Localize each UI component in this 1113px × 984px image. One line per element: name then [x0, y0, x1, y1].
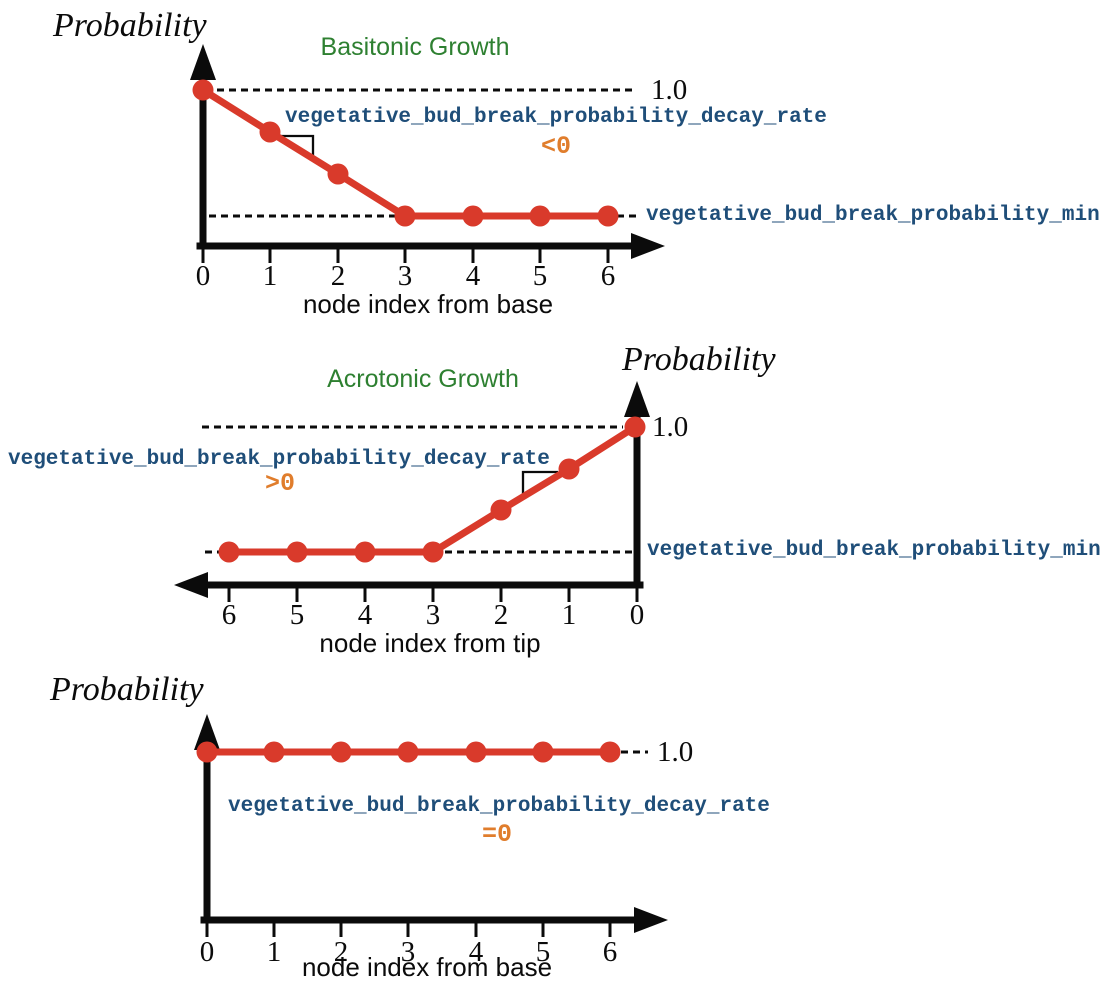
x-axis-caption: node index from tip: [319, 628, 541, 658]
y-axis-arrowhead-icon: [624, 381, 650, 417]
data-points: [196, 741, 621, 763]
tick-label: 0: [199, 936, 215, 968]
tick-label: 5: [289, 599, 305, 631]
x-axis-caption: node index from base: [302, 289, 554, 319]
tick-label: 5: [535, 936, 551, 968]
data-points: [192, 79, 619, 227]
x-axis-caption: node index from base: [301, 952, 553, 982]
x-axis-tick-marks: [227, 585, 639, 602]
tick-label: 0: [629, 599, 645, 631]
min-param-label: vegetative_bud_break_probability_min: [647, 539, 1101, 562]
x-axis-tick-marks: [201, 246, 610, 263]
tick-label: 2: [333, 936, 349, 968]
chart-basitonic-graphics: [190, 44, 665, 263]
y-axis-arrowhead-icon: [190, 44, 216, 80]
tick-label: 4: [468, 936, 484, 968]
decay-relation-label: =0: [481, 820, 513, 849]
tick-label: 4: [465, 260, 481, 292]
chart-constant-graphics: [194, 714, 668, 937]
y-axis-title: Probability: [53, 7, 207, 44]
x-axis-arrowhead-icon: [174, 572, 208, 598]
chart-title: Acrotonic Growth: [327, 365, 519, 393]
tick-label: 3: [425, 599, 441, 631]
tick-label: 0: [195, 260, 211, 292]
y-axis-title: Probability: [622, 341, 776, 378]
max-value-label: 1.0: [651, 74, 688, 106]
decay-rate-label: vegetative_bud_break_probability_decay_r…: [8, 448, 550, 471]
decay-relation-label: >0: [264, 469, 296, 498]
tick-label: 3: [400, 936, 416, 968]
tick-label: 6: [600, 260, 616, 292]
decay-rate-label: vegetative_bud_break_probability_decay_r…: [285, 106, 827, 129]
decay-rate-label: vegetative_bud_break_probability_decay_r…: [228, 795, 770, 818]
slope-bracket-icon: [521, 470, 558, 497]
max-value-label: 1.0: [652, 411, 689, 443]
tick-label: 2: [330, 260, 346, 292]
y-axis-arrowhead-icon: [194, 714, 220, 750]
chart-title: Basitonic Growth: [320, 33, 510, 61]
tick-label: 6: [221, 599, 237, 631]
tick-label: 2: [493, 599, 509, 631]
x-axis-arrowhead-icon: [631, 233, 665, 259]
x-axis-tick-marks: [205, 920, 612, 937]
y-axis-title: Probability: [50, 671, 204, 708]
decay-relation-label: <0: [540, 132, 572, 161]
chart-acrotonic-graphics: [174, 381, 650, 602]
tick-label: 3: [397, 260, 413, 292]
tick-label: 1: [561, 599, 577, 631]
min-param-label: vegetative_bud_break_probability_min: [646, 204, 1100, 227]
max-value-label: 1.0: [657, 736, 694, 768]
data-points: [218, 416, 646, 563]
tick-label: 4: [357, 599, 373, 631]
tick-label: 5: [532, 260, 548, 292]
tick-label: 1: [266, 936, 282, 968]
tick-label: 6: [602, 936, 618, 968]
tick-label: 1: [262, 260, 278, 292]
x-axis-arrowhead-icon: [634, 907, 668, 933]
slope-bracket-icon: [280, 134, 315, 158]
